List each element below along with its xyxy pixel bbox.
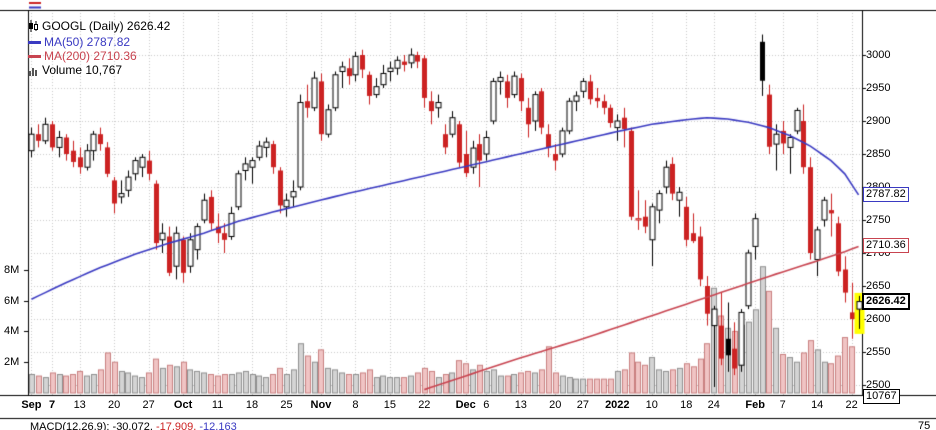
date-tick-label: Sep: [21, 399, 42, 411]
price-tick-label: 2750: [866, 214, 891, 226]
date-tick-label: 7: [779, 399, 786, 411]
last-price-box: 2626.42: [862, 292, 910, 310]
legend-volume-text: Volume 10,767: [42, 63, 123, 77]
legend-symbol-text: GOOGL (Daily) 2626.42: [42, 19, 171, 33]
volume-bars-icon: [29, 67, 37, 76]
date-tick-label: 13: [73, 399, 86, 411]
price-tick-label: 2600: [866, 313, 891, 325]
indicator-axis-label: 75: [918, 420, 931, 430]
date-tick-label: Dec: [455, 399, 476, 411]
legend-ma50-row: MA(50) 2787.82: [28, 35, 130, 49]
price-tick-label: 2900: [866, 115, 891, 127]
price-axis: 3000295029002850280027502700265026002550…: [866, 0, 936, 430]
date-tick-label: 18: [680, 399, 693, 411]
candlestick-icon: [29, 20, 38, 32]
date-tick-label: Oct: [173, 399, 193, 411]
ma200-price-box: 2710.36: [863, 238, 909, 254]
price-tick-label: 3000: [866, 49, 891, 61]
date-tick-label: 25: [280, 399, 293, 411]
volume-tick-label: 4M: [4, 325, 20, 338]
indicator-legend-text: -30.072,: [112, 421, 156, 430]
price-tick-label: 2550: [866, 346, 891, 358]
date-tick-label: 20: [549, 399, 562, 411]
legend-ma200-text: MA(200) 2710.36: [44, 49, 137, 63]
price-tick-label: 2650: [866, 280, 891, 292]
date-tick-label: 6: [483, 399, 490, 411]
date-tick-label: 2022: [605, 399, 630, 411]
indicator-panel-legend: MACD(12,26,9): -30.072, -17.909, -12.163: [30, 421, 237, 430]
date-tick-label: 11: [211, 399, 224, 411]
indicator-legend-text: -17.909,: [155, 421, 200, 430]
price-tick-label: 2950: [866, 82, 891, 94]
legend-ma200-row: MA(200) 2710.36: [28, 49, 137, 63]
date-tick-label: 7: [49, 399, 56, 411]
date-tick-label: 22: [418, 399, 431, 411]
date-tick-label: 27: [576, 399, 589, 411]
ma50-line-swatch: [28, 40, 41, 44]
ma200-line-swatch: [28, 54, 41, 58]
volume-tick-label: 6M: [4, 294, 20, 307]
volume-tick-label: 2M: [4, 356, 20, 369]
legend-volume-row: Volume 10,767: [28, 63, 122, 77]
date-tick-label: 22: [845, 399, 858, 411]
date-tick-label: 18: [245, 399, 259, 411]
volume-value-box: 10767: [863, 389, 900, 404]
date-tick-label: 20: [108, 399, 121, 411]
date-tick-label: 15: [383, 399, 396, 411]
volume-tick-label: 8M: [4, 263, 20, 276]
date-tick-label: 14: [811, 399, 824, 411]
price-tick-label: 2500: [866, 379, 891, 391]
price-tick-label: 2850: [866, 148, 891, 160]
date-tick-label: Nov: [310, 399, 332, 411]
legend-ma50-text: MA(50) 2787.82: [44, 35, 131, 49]
date-tick-label: Feb: [745, 399, 765, 411]
date-tick-label: 27: [142, 399, 155, 411]
date-tick-label: 10: [645, 399, 658, 411]
indicator-legend-text: -12.163: [199, 421, 237, 430]
indicator-legend-text: MACD(12,26,9):: [30, 421, 113, 430]
date-tick-label: 13: [514, 399, 527, 411]
legend-symbol-row: GOOGL (Daily) 2626.42: [28, 19, 170, 33]
ma50-price-box: 2787.82: [863, 187, 909, 203]
date-tick-label: 24: [707, 399, 720, 411]
date-tick-label: 8: [352, 399, 359, 411]
